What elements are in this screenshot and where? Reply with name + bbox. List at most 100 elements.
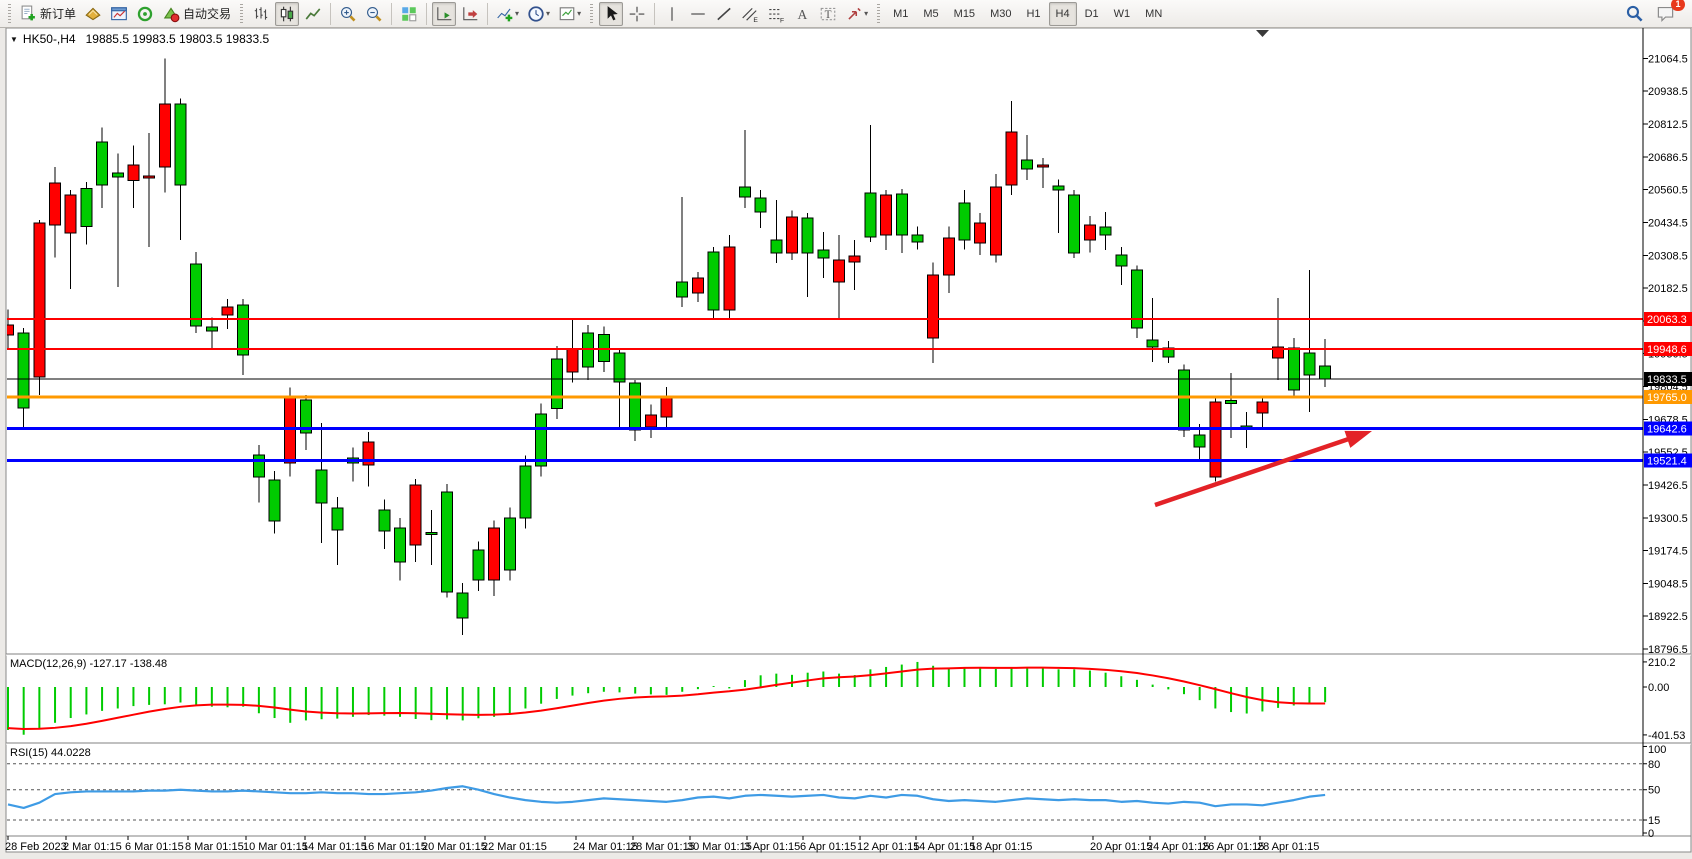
cursor-button[interactable] — [599, 1, 624, 26]
svg-text:18922.5: 18922.5 — [1648, 611, 1688, 623]
line-chart-button[interactable] — [301, 2, 325, 26]
svg-text:-401.53: -401.53 — [1648, 730, 1685, 742]
svg-text:19948.6: 19948.6 — [1647, 344, 1687, 356]
timeframe-button-m30[interactable]: M30 — [990, 7, 1012, 20]
svg-text:T: T — [825, 8, 832, 20]
chart-shift-button[interactable] — [458, 2, 482, 26]
annotation-arrow — [1154, 430, 1372, 508]
svg-text:30 Mar 01:15: 30 Mar 01:15 — [687, 841, 752, 853]
chart-title-bar: ▼ HK50-,H4 19885.5 19983.5 19803.5 19833.5 — [10, 32, 269, 46]
tile-windows-button[interactable] — [397, 2, 421, 26]
auto-scroll-icon — [437, 6, 452, 20]
candles-layer — [7, 58, 1332, 636]
crosshair-button[interactable] — [625, 2, 649, 26]
svg-text:0: 0 — [1648, 828, 1654, 840]
search-button[interactable] — [1622, 2, 1647, 26]
svg-text:19833.5: 19833.5 — [1647, 374, 1687, 386]
svg-text:E: E — [753, 16, 758, 22]
zoom-in-button[interactable] — [336, 2, 360, 26]
indicators-button[interactable]: ▾ — [493, 2, 522, 26]
horizontal-line-button[interactable] — [686, 2, 710, 26]
svg-text:24 Apr 01:15: 24 Apr 01:15 — [1147, 841, 1209, 853]
svg-text:3 Apr 01:15: 3 Apr 01:15 — [744, 841, 800, 853]
toolbar-grip[interactable] — [877, 3, 881, 24]
candlestick-chart-button[interactable] — [275, 1, 300, 26]
svg-text:18 Apr 01:15: 18 Apr 01:15 — [970, 841, 1032, 853]
arrows-button[interactable]: ▾ — [842, 2, 871, 26]
rsi-pane: 100 80 50 150 — [7, 744, 1666, 840]
window-chart-button[interactable] — [107, 2, 131, 26]
chart-canvas[interactable]: 21064.5 20938.5 20812.5 20686.5 20560.5 20434… — [0, 28, 1692, 859]
periods-button[interactable]: ▾ — [524, 2, 553, 26]
cursor-icon — [607, 5, 618, 20]
text-button[interactable]: A — [790, 2, 814, 26]
autotrade-label: 自动交易 — [183, 7, 232, 21]
new-order-button[interactable]: 新订单 — [17, 2, 79, 26]
svg-text:F: F — [780, 17, 784, 23]
svg-text:20560.5: 20560.5 — [1648, 185, 1688, 197]
notifications-button[interactable]: 1 — [1653, 0, 1685, 26]
toolbar-grip[interactable] — [8, 3, 11, 24]
svg-text:20308.5: 20308.5 — [1648, 250, 1688, 262]
svg-text:20063.3: 20063.3 — [1647, 314, 1687, 326]
svg-text:210.2: 210.2 — [1648, 657, 1676, 669]
dropdown-arrow-icon: ▾ — [515, 9, 520, 18]
svg-text:19765.0: 19765.0 — [1647, 392, 1687, 404]
svg-text:19300.5: 19300.5 — [1648, 513, 1688, 525]
timeframe-button-m1[interactable]: M1 — [893, 7, 909, 20]
collapse-chart-icon[interactable]: ▼ — [10, 35, 18, 44]
templates-button[interactable]: ▾ — [555, 2, 584, 26]
fibonacci-button[interactable]: F — [764, 2, 788, 26]
new-order-label: 新订单 — [40, 7, 77, 21]
line-chart-icon — [305, 7, 321, 20]
chart-shift-icon — [463, 6, 478, 20]
svg-text:10 Mar 01:15: 10 Mar 01:15 — [243, 841, 308, 853]
mql-community-icon — [137, 6, 153, 21]
svg-text:20686.5: 20686.5 — [1648, 152, 1688, 164]
svg-text:24 Mar 01:15: 24 Mar 01:15 — [573, 841, 638, 853]
dropdown-arrow-icon: ▾ — [864, 9, 869, 18]
timeframe-button-h4[interactable]: H4 — [1048, 1, 1077, 26]
autotrade-button[interactable]: 自动交易 — [159, 2, 234, 26]
svg-text:26 Apr 01:15: 26 Apr 01:15 — [1202, 841, 1264, 853]
text-icon: A — [798, 7, 808, 22]
auto-scroll-button[interactable] — [432, 1, 457, 26]
crosshair-icon — [629, 6, 645, 21]
timeframe-button-mn[interactable]: MN — [1145, 7, 1163, 20]
zoom-out-button[interactable] — [362, 2, 386, 26]
timeframe-button-h1[interactable]: H1 — [1026, 7, 1041, 20]
svg-text:20812.5: 20812.5 — [1648, 119, 1688, 131]
toolbar-separator — [487, 2, 489, 25]
zoom-out-icon — [367, 6, 382, 21]
svg-text:8 Mar 01:15: 8 Mar 01:15 — [185, 841, 244, 853]
dropdown-arrow-icon: ▾ — [577, 9, 582, 18]
toolbar-separator — [426, 2, 428, 25]
channel-button[interactable]: E — [738, 2, 762, 26]
timeframe-button-m15[interactable]: M15 — [953, 7, 976, 20]
horizontal-levels: 20063.3 19948.6 19833.5 19765.0 19642.6 19521… — [7, 312, 1692, 468]
text-label-button[interactable]: T — [816, 2, 840, 26]
bar-chart-button[interactable] — [249, 2, 273, 26]
vertical-line-button[interactable] — [660, 2, 684, 26]
zoom-in-icon — [341, 6, 356, 21]
svg-text:19426.5: 19426.5 — [1648, 480, 1688, 492]
svg-text:20938.5: 20938.5 — [1648, 86, 1688, 98]
svg-text:28 Apr 01:15: 28 Apr 01:15 — [1257, 841, 1319, 853]
timeframe-button-d1[interactable]: D1 — [1084, 7, 1099, 20]
mql-community-button[interactable] — [133, 2, 157, 26]
svg-text:2 Mar 01:15: 2 Mar 01:15 — [63, 841, 122, 853]
indicators-icon — [497, 8, 513, 21]
timeframe-button-w1[interactable]: W1 — [1113, 7, 1131, 20]
macd-pane: 210.2 0.00 -401.53 — [7, 657, 1685, 742]
svg-text:80: 80 — [1648, 759, 1660, 771]
trendline-button[interactable] — [712, 2, 736, 26]
svg-text:21064.5: 21064.5 — [1648, 53, 1688, 65]
timeframe-button-m5[interactable]: M5 — [923, 7, 939, 20]
toolbar-separator — [391, 2, 393, 25]
chart-symbol-period: HK50-,H4 — [22, 32, 76, 46]
quotes-button[interactable] — [81, 2, 105, 26]
svg-text:0.00: 0.00 — [1648, 682, 1669, 694]
toolbar-grip[interactable] — [240, 3, 244, 24]
toolbar-grip[interactable] — [590, 3, 594, 24]
